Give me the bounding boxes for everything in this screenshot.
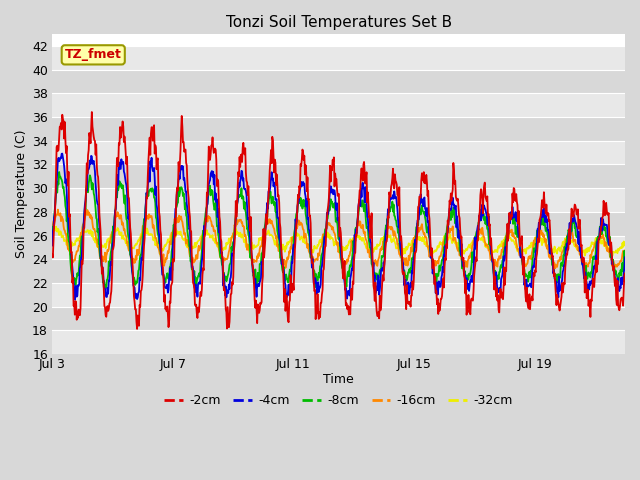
Bar — [52, 236, 625, 259]
Legend: -2cm, -4cm, -8cm, -16cm, -32cm: -2cm, -4cm, -8cm, -16cm, -32cm — [159, 389, 518, 412]
Bar — [52, 330, 625, 354]
Bar — [52, 46, 625, 70]
Bar — [52, 164, 625, 188]
Y-axis label: Soil Temperature (C): Soil Temperature (C) — [15, 130, 28, 258]
Bar — [52, 70, 625, 93]
Bar — [52, 117, 625, 141]
Text: TZ_fmet: TZ_fmet — [65, 48, 122, 61]
Bar — [52, 93, 625, 117]
Bar — [52, 307, 625, 330]
X-axis label: Time: Time — [323, 372, 354, 386]
Title: Tonzi Soil Temperatures Set B: Tonzi Soil Temperatures Set B — [225, 15, 452, 30]
Bar — [52, 283, 625, 307]
Bar — [52, 259, 625, 283]
Bar — [52, 141, 625, 164]
Bar — [52, 212, 625, 236]
Bar — [52, 188, 625, 212]
